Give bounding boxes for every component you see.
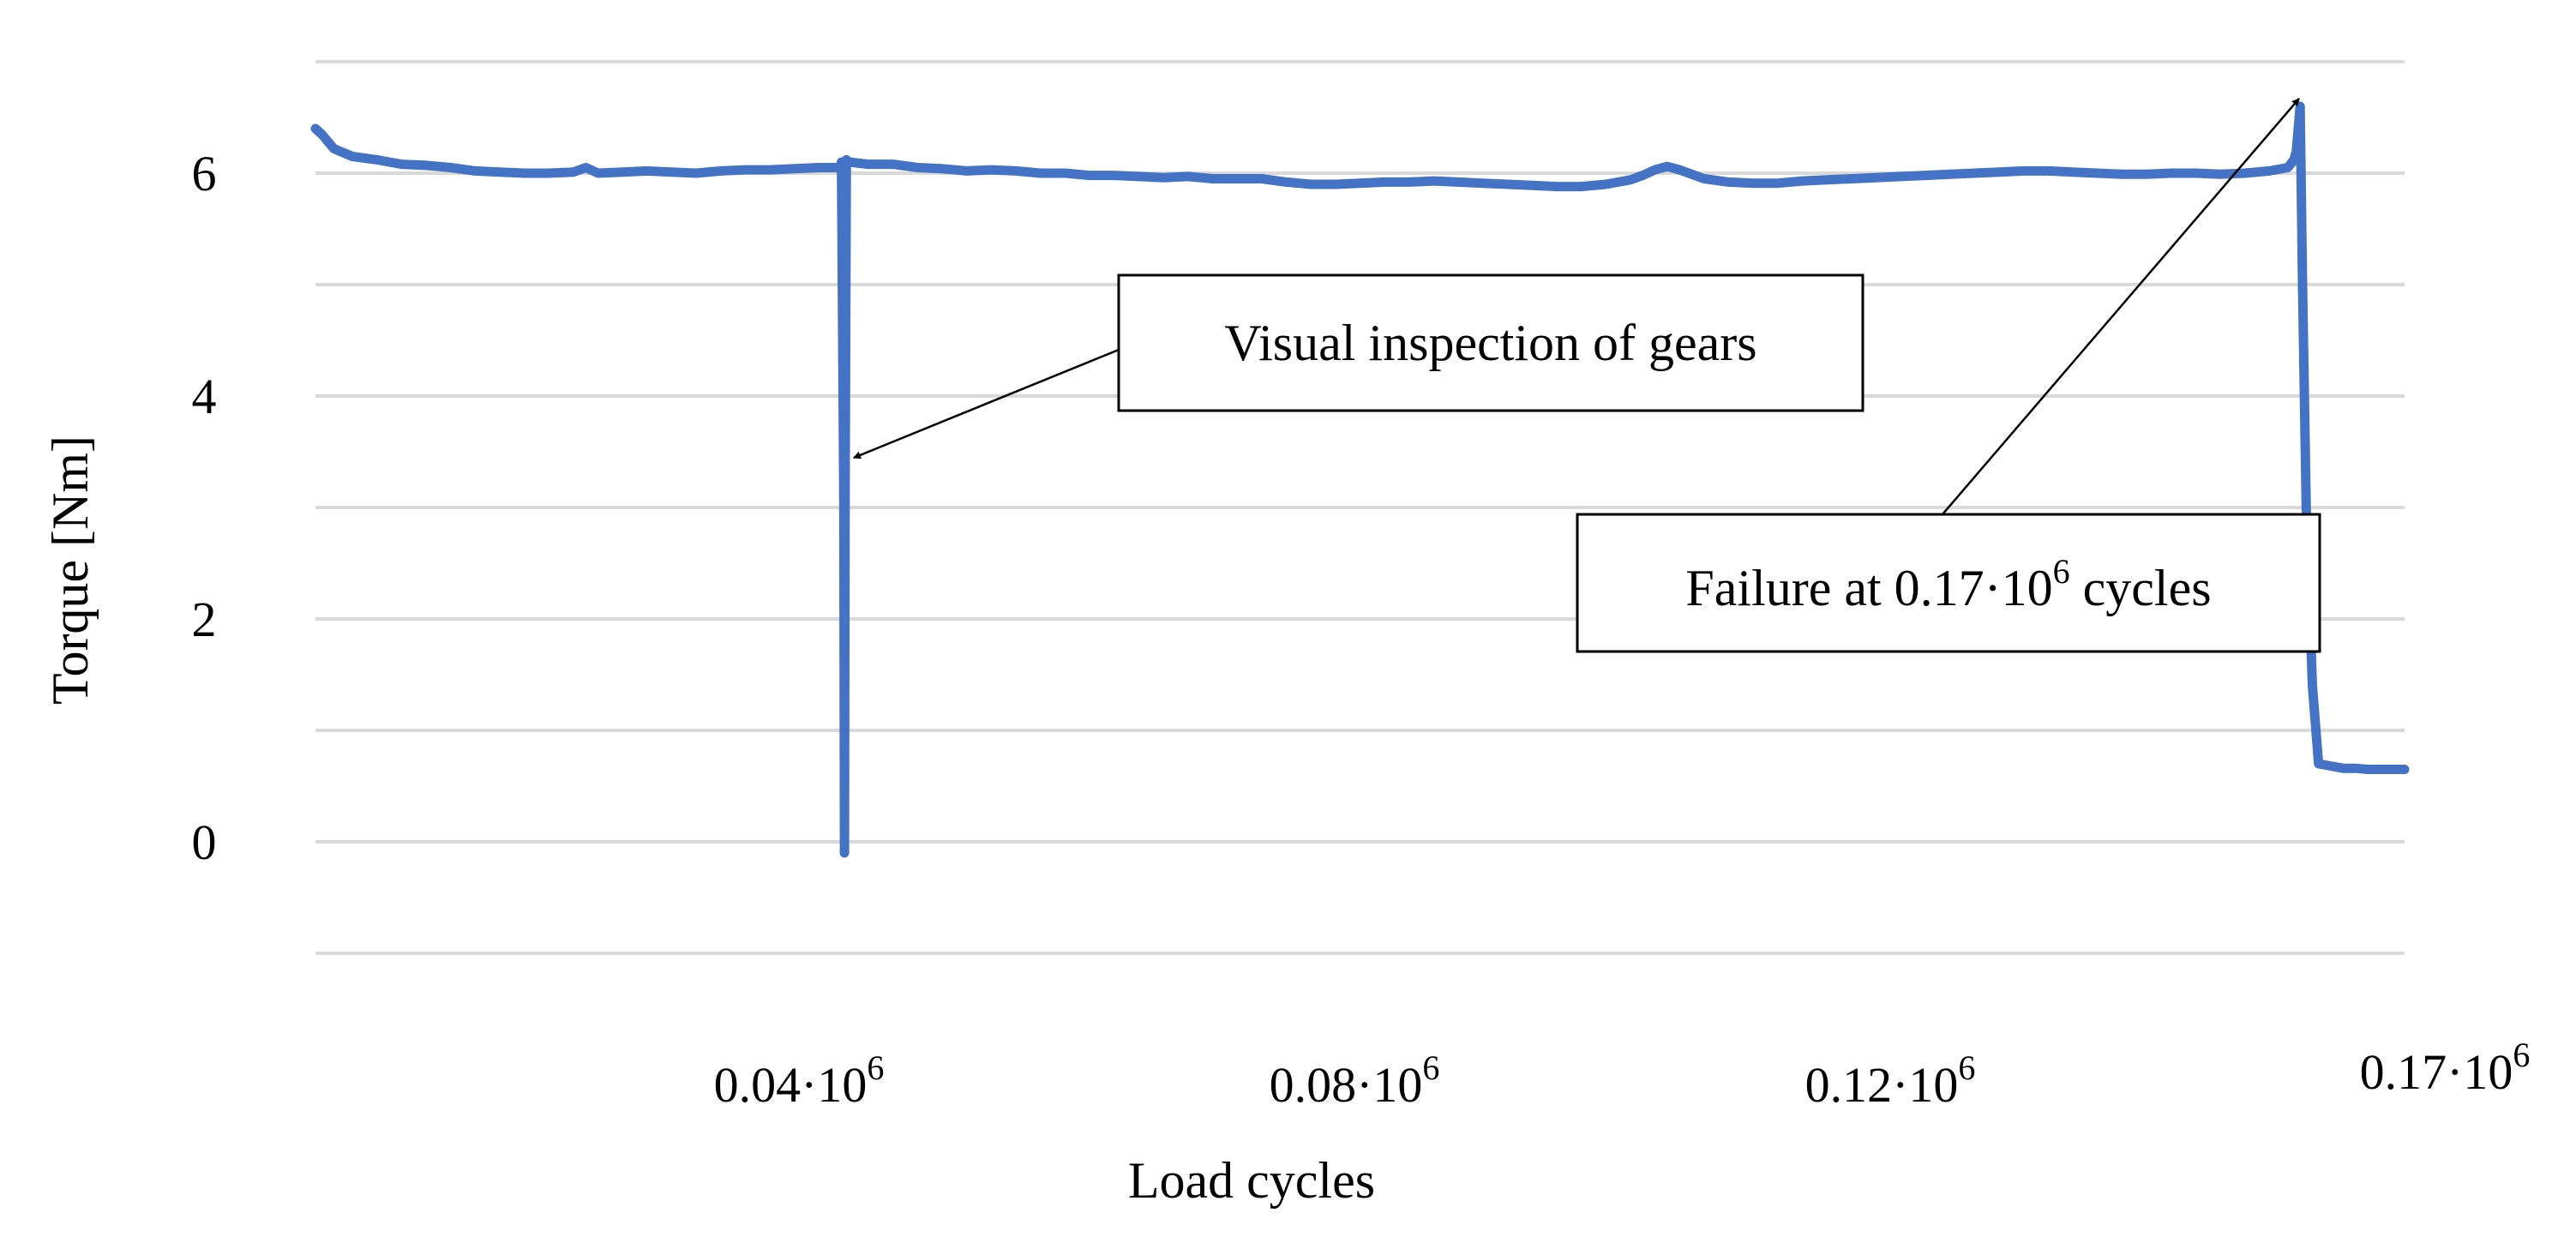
y-tick-label: 6 <box>192 146 217 201</box>
y-axis-title: Torque [Nm] <box>42 435 99 705</box>
annotation-arrow <box>853 348 1120 459</box>
annotation-box <box>1117 273 1864 412</box>
y-axis-ticks: 0 2 4 6 <box>192 146 217 870</box>
y-tick-label: 0 <box>192 814 217 870</box>
x-tick-label: 0.17·106 <box>2360 1036 2531 1100</box>
gridlines <box>315 60 2405 955</box>
annotation-arrow <box>1942 98 2300 515</box>
x-tick-label: 0.08·106 <box>1270 1048 1440 1113</box>
x-axis-ticks: 0.04·106 0.08·106 0.12·106 0.17·106 <box>714 1036 2531 1113</box>
x-tick-label: 0.04·106 <box>714 1048 885 1113</box>
annotation-box <box>1576 513 2321 653</box>
x-tick-label: 0.12·106 <box>1805 1048 1976 1113</box>
x-axis-title: Load cycles <box>1128 1152 1375 1209</box>
annotation-failure: Failure at 0.17·106 cycles <box>1576 98 2321 653</box>
y-tick-label: 4 <box>192 369 217 424</box>
torque-line <box>310 101 2410 858</box>
annotation-text: Visual inspection of gears <box>1224 315 1756 371</box>
annotation-text: Failure at 0.17·106 cycles <box>1685 552 2211 616</box>
torque-series <box>310 101 2410 858</box>
annotation-visual-inspection: Visual inspection of gears <box>853 273 1864 459</box>
y-tick-label: 2 <box>192 591 217 647</box>
